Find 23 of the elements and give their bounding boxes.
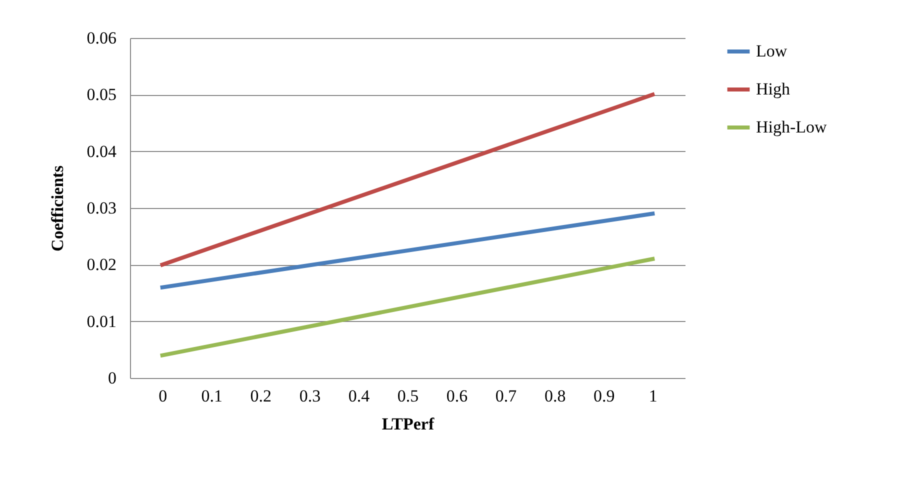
x-tick-label: 0.2 [250,386,272,406]
x-tick-label: 0.7 [495,386,518,406]
x-tick-label: 0.9 [593,386,615,406]
x-tick-label: 0.8 [544,386,566,406]
y-tick-label: 0.04 [86,142,117,161]
y-tick-label: 0 [108,368,116,388]
x-tick-label: 0.3 [299,386,321,406]
y-tick-label: 0.02 [86,255,116,274]
legend-label: High [756,80,790,98]
y-tick-label: 0.06 [86,28,116,48]
x-tick-label: 0.6 [446,386,468,406]
legend-label: High-Low [756,118,828,136]
x-tick-label: 1 [648,386,658,406]
x-tick-label: 0.4 [348,386,370,406]
y-tick-label: 0.01 [86,312,116,331]
y-axis-title: Coefficients [48,165,67,252]
x-tick-label: 0 [158,386,168,406]
y-tick-label: 0.05 [86,85,116,104]
x-tick-label: 0.1 [201,386,223,406]
x-axis-title: LTPerf [382,414,434,434]
y-tick-label: 0.03 [86,198,116,218]
x-tick-label: 0.5 [397,386,419,406]
legend-label: Low [756,42,788,60]
